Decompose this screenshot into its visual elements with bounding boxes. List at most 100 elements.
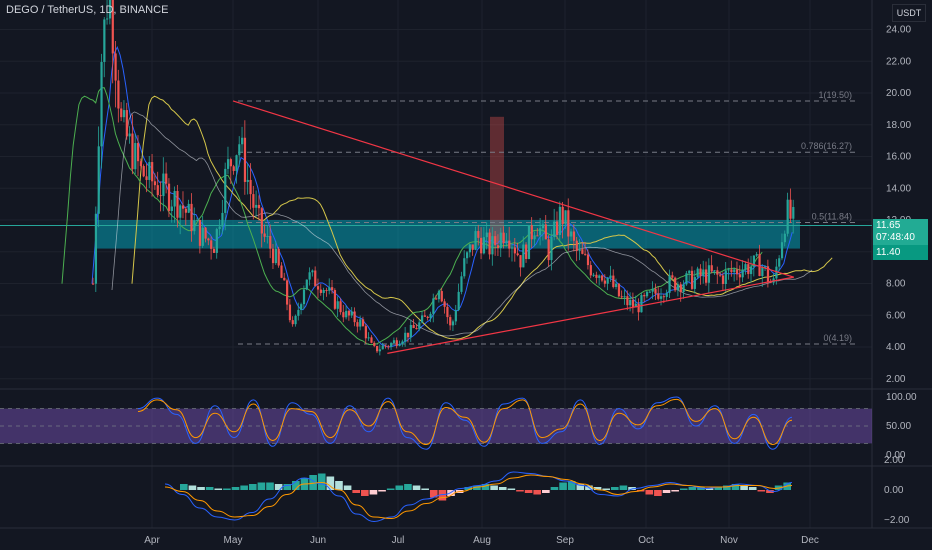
candle-body [733,269,736,273]
candle-body [274,248,277,264]
candle-body [395,340,398,346]
candle-body [713,270,716,272]
candle-body [719,274,722,276]
candle-body [308,272,311,280]
macd-histogram-bar [378,490,386,492]
candle-body [156,185,159,196]
macd-histogram-bar [473,485,481,490]
candle-body [229,159,232,167]
candle-body [735,269,739,275]
macd-histogram-bar [567,481,576,490]
candle-body [122,110,126,118]
candle-body [761,267,764,277]
candle-body [668,275,671,293]
time-axis: Apr May Jun Jul Aug Sep Oct Nov Dec [144,535,819,546]
candle-body [347,310,351,316]
candle-body [510,247,514,249]
candle-body [705,269,708,283]
candle-body [612,275,615,287]
currency-label[interactable]: USDT [892,4,926,22]
candle-body [336,301,339,309]
candle-body [187,203,190,213]
price-tick-label: 14.00 [886,183,911,194]
candle-body [454,310,457,322]
candle-body [516,253,519,256]
macd-histogram-bar [748,487,757,490]
macd-histogram-bar [438,490,447,501]
candle-body [277,248,280,266]
candle-body [103,19,106,62]
candle-body [786,199,789,234]
macd-histogram-bar [361,490,369,496]
candle-body [584,253,587,255]
candle-body [339,301,342,313]
stoch-d-line [137,398,793,446]
candle-body [319,289,322,293]
symbol-title[interactable]: DEGO / TetherUS, 1D, BINANCE [6,4,169,16]
candle-body [173,190,176,207]
candle-body [780,242,784,259]
candle-body [201,227,204,246]
candle-body [297,309,300,316]
candle-body [153,181,157,186]
candle-body [404,332,407,342]
fib-level-label: 0(4.19) [823,333,852,343]
candle-body [437,291,441,300]
candlestick-series [92,0,795,356]
candle-body [525,244,528,259]
macd-histogram-bar [593,487,602,490]
triangle-trendlines [232,100,794,354]
macd-histogram-bar [757,490,766,492]
candle-body [747,264,750,275]
macd-histogram-bar [309,475,317,490]
macd-histogram-bar [542,490,550,493]
candle-body [758,254,761,277]
macd-histogram-bar [231,487,240,490]
candle-body [727,269,730,271]
candle-body [716,270,719,275]
candle-body [446,306,449,318]
candle-body [654,288,657,294]
candle-body [246,179,249,182]
time-tick-label: Aug [473,535,491,546]
candle-body [269,236,272,249]
macd-histogram-bar [369,490,378,495]
candle-body [249,179,252,195]
candle-body [550,237,553,261]
macd-histogram-bar [550,487,559,490]
candle-body [789,199,792,219]
candle-body [255,204,258,208]
candle-body [435,298,438,300]
candle-body [513,247,517,254]
zone-price-tag: 11.40 [873,245,928,260]
candle-body [626,296,629,306]
time-tick-label: Jul [392,535,405,546]
price-tick-label: 4.00 [886,342,906,353]
candle-body [97,146,100,214]
macd-histogram-bar [559,482,567,490]
candle-body [449,317,452,326]
candle-body [710,265,713,272]
candle-body [291,320,294,325]
macd-histogram-bar [723,485,731,490]
candle-body [376,345,379,352]
macd-histogram-bar [283,484,292,490]
candle-body [586,254,590,266]
candle-body [221,212,224,227]
candle-body [331,287,334,291]
candle-body [170,206,173,211]
price-tick-label: 16.00 [886,152,911,163]
candle-body [623,296,626,298]
fib-level-label: 1(19.50) [818,90,852,100]
candle-body [570,231,573,237]
candle-body [190,203,193,232]
macd-histogram-bar [576,484,585,490]
candle-body [474,231,477,250]
macd-histogram-bar [533,490,542,495]
candle-body [485,232,488,238]
candle-body [499,232,502,249]
candle-body [235,155,238,171]
macd-tick-label: 0.00 [884,485,904,496]
candle-body [536,235,539,237]
